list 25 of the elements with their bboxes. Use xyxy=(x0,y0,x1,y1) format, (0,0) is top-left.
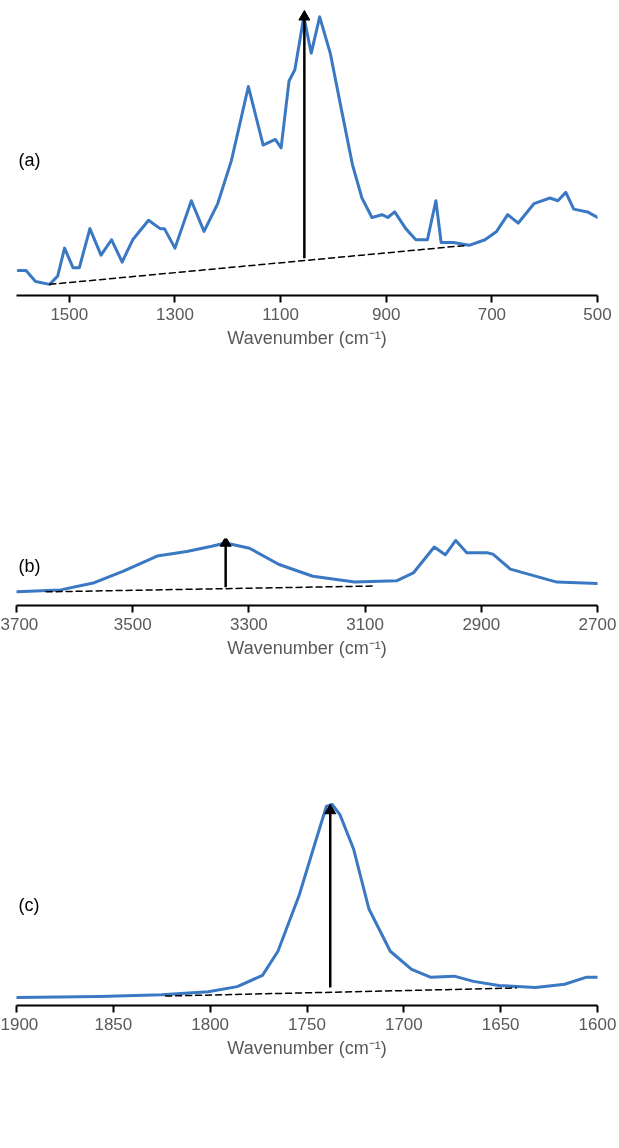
x-tick-label: 1100 xyxy=(262,304,299,324)
annotation: (a) xyxy=(18,150,41,171)
annotation: (c) xyxy=(18,895,40,916)
x-tick-label: 500 xyxy=(583,304,612,324)
x-tick-label: 3100 xyxy=(346,614,385,634)
x-tick-label: 1900 xyxy=(0,1014,39,1034)
x-tick-label: 1800 xyxy=(191,1014,230,1034)
x-axis-title: Wavenumber (cm⁻¹) xyxy=(227,637,387,658)
x-tick-label: 1650 xyxy=(481,1014,520,1034)
x-tick-label: 3700 xyxy=(0,614,39,634)
x-tick-label: 3500 xyxy=(113,614,152,634)
annotation: (b) xyxy=(18,556,41,577)
x-tick-label: 1700 xyxy=(384,1014,423,1034)
x-tick-label: 2700 xyxy=(578,614,617,634)
x-tick-label: 3300 xyxy=(229,614,268,634)
x-tick-label: 1500 xyxy=(50,304,89,324)
x-tick-label: 1850 xyxy=(94,1014,133,1034)
x-tick-label: 2900 xyxy=(462,614,501,634)
x-tick-label: 1750 xyxy=(288,1014,326,1034)
x-tick-label: 1600 xyxy=(578,1014,617,1034)
x-tick-label: 1300 xyxy=(156,304,194,324)
x-tick-label: 700 xyxy=(477,304,507,324)
x-axis-title: Wavenumber (cm⁻¹) xyxy=(227,327,387,348)
x-tick-label: 900 xyxy=(372,304,401,324)
x-axis-title: Wavenumber (cm⁻¹) xyxy=(227,1037,387,1058)
